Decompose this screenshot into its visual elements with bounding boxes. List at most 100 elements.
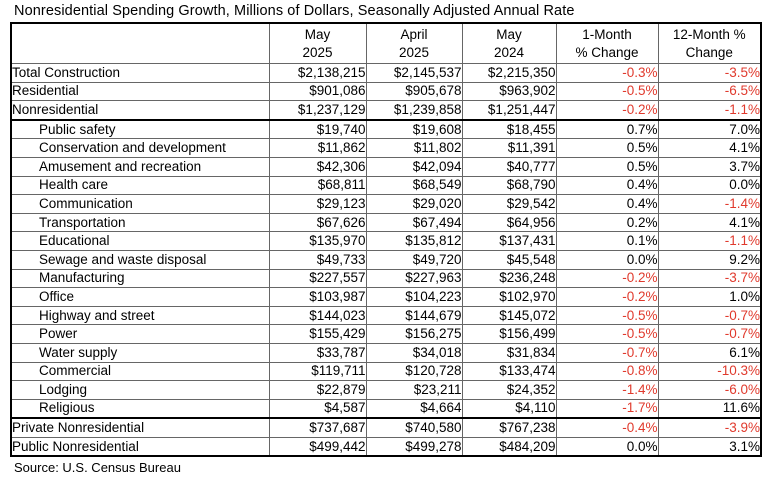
pct-change-cell: -6.0% (657, 380, 762, 400)
value-cell: $33,787 (268, 342, 367, 363)
table-row: Conservation and development $11,862 $11,8… (10, 138, 762, 158)
pct-change-cell: -0.7% (657, 305, 762, 326)
table-row: Religious $4,587 $4,664 $4,110 -1.7% 11.6% (10, 398, 762, 420)
value-cell: $120,728 (365, 361, 463, 382)
value-cell: $1,237,129 (268, 100, 367, 121)
value-cell: $31,834 (461, 342, 557, 363)
value-cell: $19,740 (268, 119, 367, 140)
header-line: 2024 (493, 44, 525, 60)
table-row: Public safety $19,740 $19,608 $18,455 0.7% 7.… (10, 119, 762, 140)
row-label: Water supply (10, 342, 270, 363)
value-cell: $29,123 (268, 194, 367, 214)
value-cell: $2,215,350 (461, 63, 557, 83)
value-cell: $905,678 (365, 81, 463, 102)
value-cell: $49,733 (268, 249, 367, 270)
header-line: % Change (575, 44, 639, 60)
row-label: Highway and street (10, 305, 270, 326)
table-row: Commercial $119,711 $120,728 $133,474 -0.8% -… (10, 361, 762, 382)
table-row: Manufacturing $227,557 $227,963 $236,248 -0.… (10, 268, 762, 289)
header-line: April (400, 26, 428, 42)
pct-change-cell: 9.2% (657, 249, 762, 270)
value-cell: $227,963 (365, 268, 463, 289)
header-line: 2025 (398, 44, 430, 60)
value-cell: $135,812 (365, 231, 463, 251)
table-row: Communication $29,123 $29,020 $29,542 0.4% -1… (10, 194, 762, 214)
header-line: Change (685, 44, 733, 60)
value-cell: $4,587 (268, 398, 367, 420)
row-label: Public safety (10, 119, 270, 140)
pct-change-cell: 0.0% (555, 436, 659, 457)
header-12-month-change: 12-Month % Change (657, 22, 762, 64)
pct-change-cell: 0.5% (555, 156, 659, 177)
row-label: Power (10, 324, 270, 344)
value-cell: $1,239,858 (365, 100, 463, 121)
header-line: 1-Month (582, 26, 632, 42)
pct-change-cell: -1.4% (657, 194, 762, 214)
value-cell: $484,209 (461, 436, 557, 457)
pct-change-cell: -0.2% (555, 268, 659, 289)
pct-change-cell: 3.1% (657, 436, 762, 457)
value-cell: $29,542 (461, 194, 557, 214)
pct-change-cell: 6.1% (657, 342, 762, 363)
pct-change-cell: -0.8% (555, 361, 659, 382)
table-row: Educational $135,970 $135,812 $137,431 0.1% -… (10, 231, 762, 251)
header-may-2025: May 2025 (268, 22, 367, 64)
pct-change-cell: -1.7% (555, 398, 659, 420)
value-cell: $963,902 (461, 81, 557, 102)
value-cell: $45,548 (461, 249, 557, 270)
value-cell: $42,306 (268, 156, 367, 177)
row-label: Sewage and waste disposal (10, 249, 270, 270)
row-label: Office (10, 287, 270, 307)
row-label: Public Nonresidential (10, 436, 270, 457)
value-cell: $34,018 (365, 342, 463, 363)
value-cell: $156,499 (461, 324, 557, 344)
header-may-2024: May 2024 (461, 22, 557, 64)
row-label: Conservation and development (10, 138, 270, 158)
pct-change-cell: -0.5% (555, 81, 659, 102)
value-cell: $24,352 (461, 380, 557, 400)
table-row: Highway and street $144,023 $144,679 $145,0… (10, 305, 762, 326)
row-label: Manufacturing (10, 268, 270, 289)
pct-change-cell: -10.3% (657, 361, 762, 382)
header-row: May 2025 April 2025 May 2024 1-Month % Chang… (10, 22, 762, 64)
value-cell: $11,862 (268, 138, 367, 158)
pct-change-cell: -1.1% (657, 231, 762, 251)
pct-change-cell: 7.0% (657, 119, 762, 140)
pct-change-cell: -0.4% (555, 417, 659, 438)
pct-change-cell: -0.3% (555, 63, 659, 83)
pct-change-cell: 1.0% (657, 287, 762, 307)
row-label: Religious (10, 398, 270, 420)
pct-change-cell: -3.5% (657, 63, 762, 83)
pct-change-cell: -6.5% (657, 81, 762, 102)
row-label: Amusement and recreation (10, 156, 270, 177)
value-cell: $18,455 (461, 119, 557, 140)
value-cell: $740,580 (365, 417, 463, 438)
value-cell: $104,223 (365, 287, 463, 307)
value-cell: $11,391 (461, 138, 557, 158)
pct-change-cell: 3.7% (657, 156, 762, 177)
value-cell: $67,494 (365, 212, 463, 233)
pct-change-cell: 4.1% (657, 212, 762, 233)
header-row-label-empty (10, 22, 270, 64)
value-cell: $23,211 (365, 380, 463, 400)
table-row: Sewage and waste disposal $49,733 $49,720 $… (10, 249, 762, 270)
value-cell: $133,474 (461, 361, 557, 382)
value-cell: $1,251,447 (461, 100, 557, 121)
table-row: Residential $901,086 $905,678 $963,902 -0.5%… (10, 81, 762, 102)
pct-change-cell: 0.0% (657, 175, 762, 196)
value-cell: $68,811 (268, 175, 367, 196)
value-cell: $40,777 (461, 156, 557, 177)
row-label: Commercial (10, 361, 270, 382)
pct-change-cell: -0.2% (555, 100, 659, 121)
value-cell: $11,802 (365, 138, 463, 158)
row-label: Communication (10, 194, 270, 214)
header-line: May (496, 26, 522, 42)
pct-change-cell: 0.4% (555, 175, 659, 196)
header-line: 12-Month % (672, 26, 746, 42)
value-cell: $2,138,215 (268, 63, 367, 83)
table-row: Water supply $33,787 $34,018 $31,834 -0.7% 6.… (10, 342, 762, 363)
value-cell: $901,086 (268, 81, 367, 102)
page-title: Nonresidential Spending Growth, Millions… (14, 3, 575, 19)
value-cell: $144,679 (365, 305, 463, 326)
table-row: Power $155,429 $156,275 $156,499 -0.5% -0.7% (10, 324, 762, 344)
